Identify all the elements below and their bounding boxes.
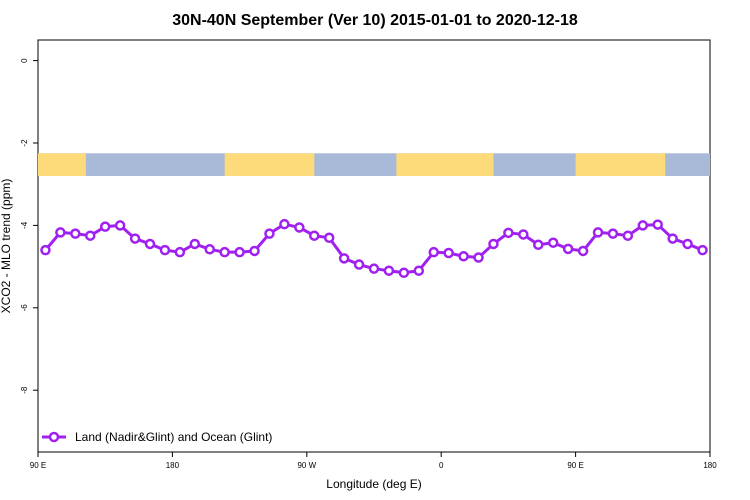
data-point: [637, 220, 649, 231]
data-point: [234, 246, 245, 258]
data-point: [353, 259, 365, 270]
data-point: [249, 245, 260, 257]
data-point: [667, 233, 678, 244]
data-point: [279, 218, 290, 230]
x-tick-label: 90 W: [297, 461, 316, 470]
legend: Land (Nadir&Glint) and Ocean (Glint): [42, 430, 272, 444]
data-point: [622, 230, 634, 241]
data-point: [129, 233, 141, 244]
data-point: [338, 253, 350, 264]
data-point: [383, 265, 395, 276]
y-axis: 0 -2 -4 -6 -8: [20, 58, 38, 394]
data-point: [55, 227, 66, 238]
data-point: [174, 246, 186, 258]
y-tick-label: -8: [20, 386, 29, 394]
data-point: [488, 238, 499, 250]
data-point: [428, 246, 439, 258]
data-point: [503, 227, 514, 239]
land-segment: [224, 153, 315, 176]
legend-marker: [48, 431, 60, 443]
x-tick-label: 180: [703, 461, 717, 470]
data-point: [144, 238, 156, 250]
data-point: [697, 244, 708, 256]
data-point: [682, 238, 693, 250]
data-point: [473, 252, 484, 263]
land-segment: [396, 153, 494, 176]
data-point: [323, 232, 335, 244]
data-point: [189, 238, 201, 250]
x-tick-label: 90 E: [30, 461, 46, 470]
data-point: [547, 237, 559, 248]
data-point: [413, 265, 425, 276]
data-point: [458, 251, 469, 262]
data-point: [99, 221, 111, 232]
data-point: [562, 243, 574, 255]
data-point: [607, 228, 619, 239]
data-point: [85, 230, 96, 241]
land-segment: [38, 153, 86, 176]
data-point: [204, 244, 215, 255]
y-tick-label: -6: [20, 304, 29, 312]
y-tick-label: -4: [20, 221, 29, 229]
data-point: [368, 263, 380, 274]
data-point: [294, 222, 305, 233]
data-point: [264, 228, 275, 239]
data-point: [70, 228, 81, 239]
data-point: [219, 246, 230, 258]
x-tick-label: 0: [439, 461, 444, 470]
ocean-band: [38, 153, 710, 176]
land-ocean-band: [38, 153, 710, 176]
y-tick-label: -2: [20, 139, 29, 147]
data-point: [443, 247, 454, 259]
y-tick-label: 0: [20, 58, 29, 63]
data-point: [309, 230, 320, 241]
y-axis-label: XCO2 - MLO trend (ppm): [0, 179, 13, 314]
data-point: [40, 244, 51, 256]
legend-entry: Land (Nadir&Glint) and Ocean (Glint): [75, 430, 272, 444]
data-point: [518, 229, 529, 240]
x-axis-label: Longitude (deg E): [326, 477, 421, 491]
plot-frame: [37, 39, 711, 453]
data-point: [114, 220, 126, 231]
data-point: [159, 244, 171, 256]
data-point: [592, 227, 604, 238]
data-point: [533, 239, 544, 251]
data-point: [398, 267, 410, 279]
data-point: [577, 245, 589, 257]
x-tick-label: 90 E: [567, 461, 583, 470]
series-layer: [40, 218, 708, 279]
chart-title: 30N-40N September (Ver 10) 2015-01-01 to…: [172, 12, 578, 29]
x-axis: 90 E 180 90 W 0 90 E 180: [30, 452, 717, 470]
x-tick-label: 180: [166, 461, 180, 470]
data-point: [652, 219, 663, 230]
land-segment: [575, 153, 666, 176]
